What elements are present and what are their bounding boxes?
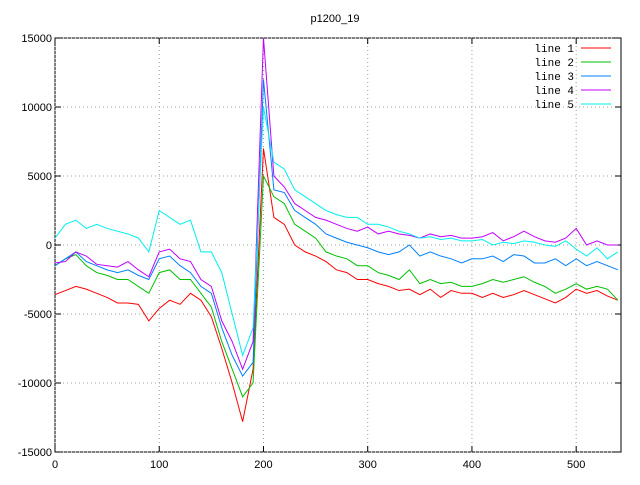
y-tick-label: -15000 — [18, 447, 52, 459]
x-tick-label: 100 — [150, 459, 168, 471]
plot-lines — [55, 38, 619, 422]
y-tick-label: -5000 — [24, 309, 52, 321]
data-line — [55, 79, 619, 378]
y-tick-label: 15000 — [21, 33, 52, 45]
legend-label: line 3 — [534, 72, 574, 84]
x-tick-label: 0 — [52, 459, 58, 471]
y-tick-label: 0 — [46, 240, 52, 252]
x-tick-label: 200 — [254, 459, 272, 471]
y-tick-label: -10000 — [18, 378, 52, 390]
legend-label: line 1 — [534, 44, 574, 56]
data-line — [55, 174, 619, 398]
y-tick-label: 10000 — [21, 102, 52, 114]
x-tick-label: 500 — [567, 459, 585, 471]
legend-label: line 2 — [534, 58, 574, 70]
y-tick-label: 5000 — [28, 171, 52, 183]
chart-title: p1200_19 — [311, 13, 360, 25]
legend-label: line 4 — [534, 86, 574, 98]
x-tick-label: 300 — [359, 459, 377, 471]
data-line — [55, 148, 619, 422]
x-tick-label: 400 — [463, 459, 481, 471]
data-line — [55, 106, 619, 358]
data-line — [55, 38, 618, 371]
legend-label: line 5 — [534, 100, 574, 112]
